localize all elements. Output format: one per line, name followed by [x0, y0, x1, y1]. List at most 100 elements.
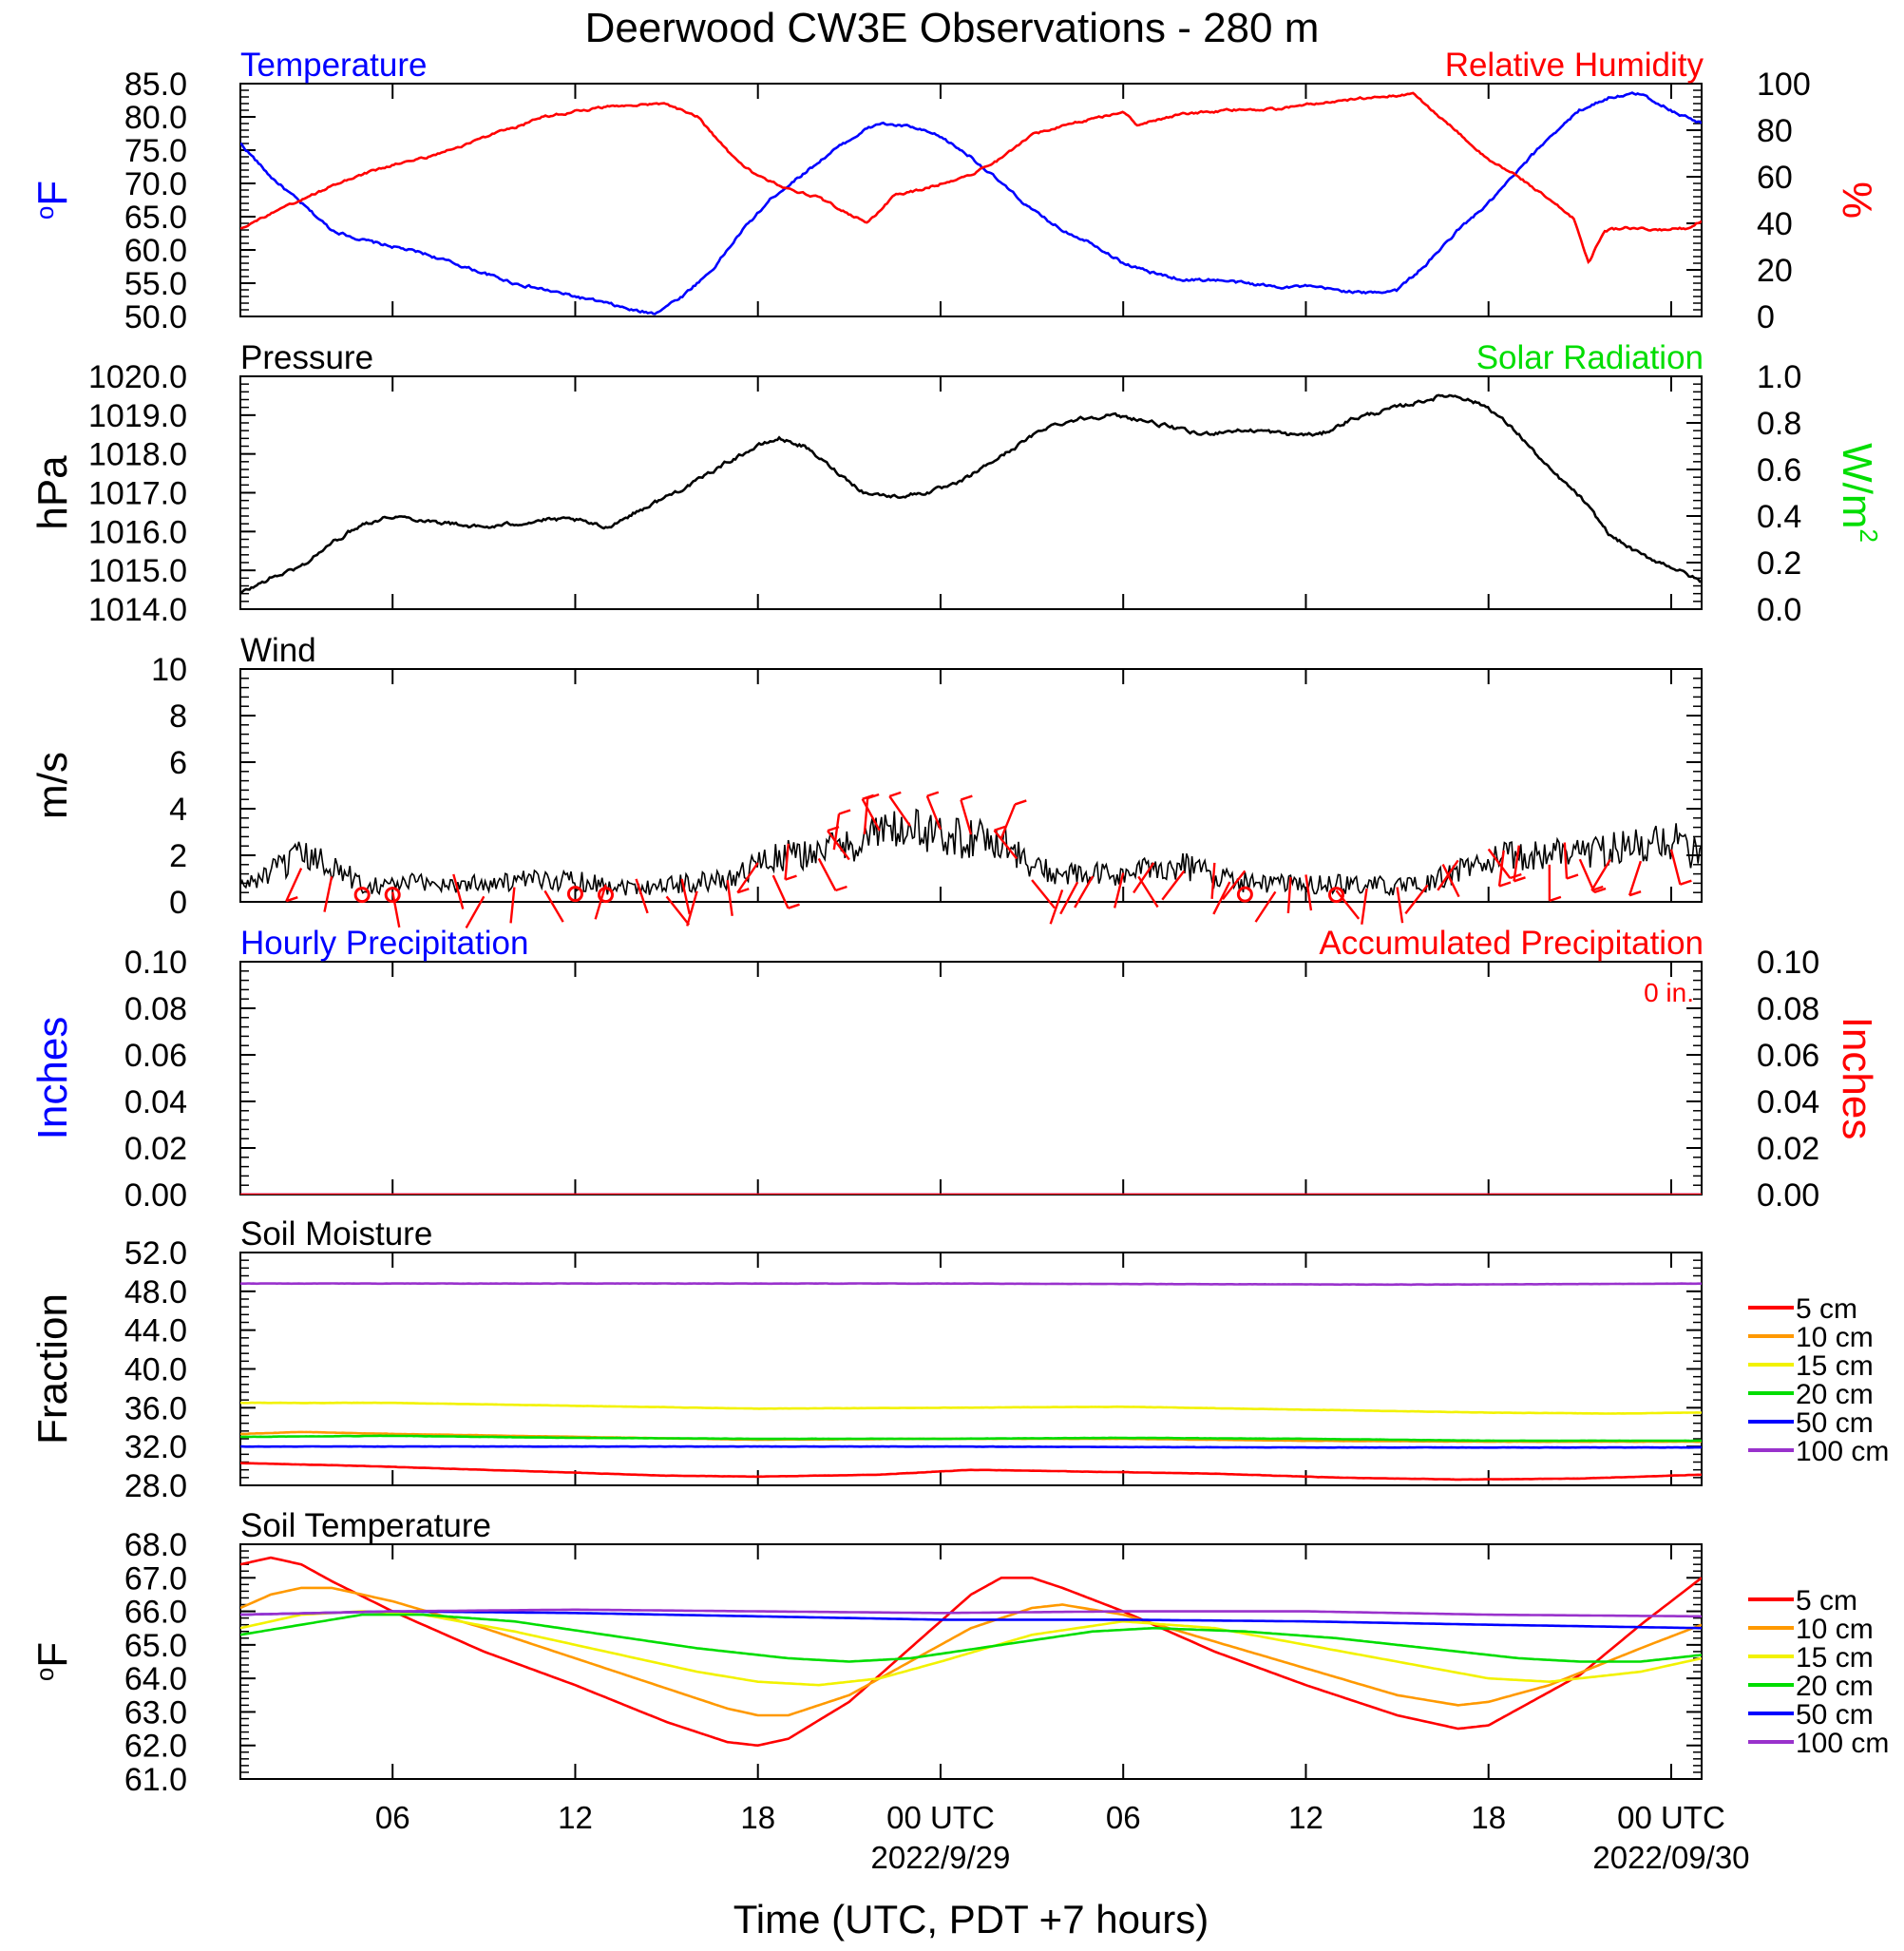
soil-moisture-ytick-label-left: 44.0: [124, 1313, 187, 1349]
wind-barb: [1074, 875, 1095, 909]
wind-barb-flag: [1593, 887, 1607, 894]
wind-barb: [323, 876, 333, 912]
wind-calm-circle: [566, 886, 583, 903]
precip-title-right: Accumulated Precipitation: [1319, 925, 1704, 962]
pressure-solar-ytick-label-right: 1.0: [1757, 359, 1801, 395]
soil-temperature-series-20cm: [240, 1613, 1702, 1663]
soil-moisture-panel: 52.048.044.040.036.032.028.0 Soil Moistur…: [29, 1215, 1889, 1504]
precip-ylabel-right: Inches: [1834, 1017, 1880, 1140]
wind-barb: [1441, 864, 1460, 898]
temp-rh-ytick-label-right: 40: [1757, 206, 1793, 242]
wind-barb: [391, 891, 401, 928]
wind-barb: [680, 878, 691, 915]
wind-barb-flag: [888, 791, 902, 798]
soil-temperature-series-10cm: [240, 1586, 1702, 1717]
wind-barb: [726, 879, 733, 916]
precip-ytick-label-left: 0.04: [124, 1084, 187, 1120]
wind-series-group: [240, 808, 1702, 897]
wind-barb: [1404, 884, 1429, 915]
soil-temperature-ytick-label-left: 64.0: [124, 1661, 187, 1697]
soil-moisture-series-15cm: [240, 1401, 1702, 1415]
soil-temperature-legend-label: 50 cm: [1796, 1699, 1874, 1731]
wind-barb: [993, 829, 1019, 860]
wind-barb: [1335, 889, 1361, 920]
wind-barb: [285, 868, 303, 902]
soil-temperature-series-5cm: [240, 1556, 1702, 1748]
soil-moisture-series-100cm: [240, 1282, 1702, 1287]
temp-rh-series-right: [240, 91, 1702, 264]
soil-moisture-legend-label: 50 cm: [1796, 1407, 1874, 1439]
precip-ytick-label-right: 0.02: [1757, 1131, 1819, 1167]
x-axis-label: Time (UTC, PDT +7 hours): [733, 1897, 1209, 1941]
x-tick-label: 18: [1471, 1800, 1506, 1835]
precip-frame: [239, 961, 1703, 1195]
x-tick-label: 06: [375, 1800, 410, 1835]
wind-calm-circle: [1236, 886, 1253, 903]
temp-rh-ytick-label-left: 80.0: [124, 100, 187, 136]
precip-ytick-label-left: 0.02: [124, 1131, 187, 1167]
wind-barb: [509, 887, 516, 924]
wind-barb: [925, 795, 942, 831]
wind-barb: [1254, 890, 1277, 923]
wind-barb: [1210, 862, 1216, 899]
wind-ytick-label-left: 0: [169, 885, 187, 921]
wind-barb: [686, 890, 698, 927]
soil-moisture-title-left: Soil Moisture: [240, 1215, 432, 1253]
soil-temperature-ytick-label-left: 63.0: [124, 1694, 187, 1731]
precip-ytick-label-right: 0.04: [1757, 1084, 1819, 1120]
soil-temperature-legend-label: 100 cm: [1796, 1728, 1889, 1759]
wind-barb: [736, 862, 759, 893]
temp-rh-series-left: [240, 91, 1702, 316]
wind-barb: [1497, 850, 1505, 887]
wind-barb: [1396, 887, 1404, 924]
wind-ytick-label-left: 2: [169, 838, 187, 874]
pressure-solar-frame: [239, 375, 1703, 610]
soil-moisture-series-group: [240, 1282, 1702, 1482]
wind-ytick-label-left: 8: [169, 698, 187, 735]
wind-barb: [1487, 848, 1512, 879]
wind-barb: [1212, 881, 1231, 915]
pressure-solar-ytick-label-right: 0.6: [1757, 452, 1801, 488]
soil-moisture-legend-label: 5 cm: [1796, 1293, 1857, 1325]
wind-barb: [1563, 842, 1569, 879]
soil-moisture-legend-label: 10 cm: [1796, 1322, 1874, 1353]
x-tick-label: 06: [1106, 1800, 1141, 1835]
wind-barb: [1286, 876, 1292, 914]
pressure-solar-title-right: Solar Radiation: [1476, 339, 1704, 376]
wind-barb-flag: [785, 874, 797, 881]
pressure-solar-ylabel-right: W/m2: [1834, 443, 1883, 543]
soil-moisture-ytick-label-left: 36.0: [124, 1390, 187, 1426]
wind-barb: [861, 798, 881, 832]
wind-barb-flag: [1514, 876, 1526, 883]
wind-barb: [1513, 845, 1520, 882]
wind-barb-flag: [838, 809, 851, 815]
temp-rh-title-right: Relative Humidity: [1445, 47, 1704, 84]
temp-rh-ytick-label-left: 75.0: [124, 133, 187, 169]
wind-barb: [771, 874, 790, 909]
pressure-solar-ytick-label-left: 1019.0: [88, 398, 187, 434]
pressure-solar-panel: 1020.01019.01018.01017.01016.01015.01014…: [29, 339, 1883, 628]
wind-barb: [784, 843, 790, 880]
wind-barb-flag: [788, 903, 800, 909]
wind-barb-flag: [1679, 879, 1692, 886]
wind-title-left: Wind: [240, 632, 316, 669]
soil-temperature-ytick-label-left: 62.0: [124, 1729, 187, 1765]
wind-barb: [817, 857, 837, 891]
soil-moisture-ytick-label-left: 28.0: [124, 1468, 187, 1504]
figure-title: Deerwood CW3E Observations - 280 m: [585, 5, 1320, 51]
wind-barb-flag: [1549, 895, 1562, 902]
temp-rh-ytick-label-right: 20: [1757, 253, 1793, 289]
precip-ytick-label-left: 0.08: [124, 991, 187, 1027]
soil-temperature-legend-label: 20 cm: [1796, 1671, 1874, 1702]
soil-temperature-ytick-label-left: 68.0: [124, 1527, 187, 1563]
x-tick-label: 00 UTC: [1617, 1800, 1725, 1835]
wind-barb: [960, 799, 973, 835]
wind-barb: [1578, 858, 1596, 893]
soil-moisture-series-20cm: [240, 1434, 1702, 1443]
wind-barb: [1113, 872, 1125, 909]
temp-rh-ytick-label-left: 60.0: [124, 233, 187, 269]
wind-barb: [1161, 870, 1186, 901]
soil-temperature-ytick-label-left: 66.0: [124, 1595, 187, 1631]
temp-rh-ytick-label-left: 55.0: [124, 266, 187, 302]
temp-rh-ytick-label-left: 85.0: [124, 67, 187, 103]
